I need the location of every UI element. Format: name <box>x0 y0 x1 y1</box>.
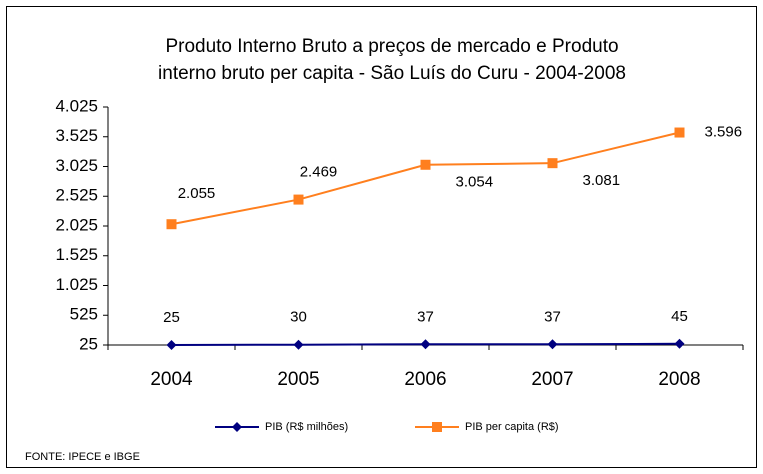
point <box>166 219 177 230</box>
data-label: 37 <box>417 308 434 325</box>
y-tick-label: 25 <box>79 334 98 353</box>
x-tick-label: 2008 <box>658 369 700 390</box>
y-tick-label: 525 <box>70 305 98 324</box>
data-label: 3.054 <box>456 174 494 191</box>
point <box>420 159 431 170</box>
data-label: 45 <box>671 308 688 325</box>
legend-label: PIB (R$ milhões) <box>265 421 348 433</box>
point <box>547 158 558 169</box>
data-label: 30 <box>290 309 307 326</box>
x-tick-label: 2004 <box>150 369 193 390</box>
legend-label: PIB per capita (R$) <box>465 421 559 433</box>
legend-marker <box>432 422 442 432</box>
data-label: 3.596 <box>705 123 743 140</box>
x-tick-label: 2006 <box>404 369 446 390</box>
point <box>293 194 304 205</box>
chart-title: interno bruto per capita - São Luís do C… <box>158 63 626 84</box>
legend-marker <box>232 422 242 432</box>
data-label: 2.055 <box>178 185 216 202</box>
x-tick-label: 2007 <box>531 369 573 390</box>
chart-title: Produto Interno Bruto a preços de mercad… <box>165 36 618 57</box>
y-tick-label: 4.025 <box>55 96 98 115</box>
point <box>674 338 685 349</box>
data-label: 25 <box>163 309 180 326</box>
y-tick-label: 3.525 <box>55 126 98 145</box>
point <box>547 339 558 350</box>
source-note: FONTE: IPECE e IBGE <box>25 451 140 463</box>
x-tick-label: 2005 <box>277 369 319 390</box>
chart-border <box>6 6 757 468</box>
data-label: 3.081 <box>583 172 621 189</box>
point <box>293 339 304 350</box>
y-tick-label: 1.525 <box>55 245 98 264</box>
point <box>166 340 177 350</box>
y-tick-label: 2.025 <box>55 215 98 234</box>
point <box>420 339 431 350</box>
point <box>674 127 685 138</box>
y-tick-label: 3.025 <box>55 156 98 175</box>
data-label: 37 <box>544 308 561 325</box>
data-label: 2.469 <box>300 164 338 181</box>
y-tick-label: 1.025 <box>55 275 98 294</box>
y-tick-label: 2.525 <box>55 186 98 205</box>
